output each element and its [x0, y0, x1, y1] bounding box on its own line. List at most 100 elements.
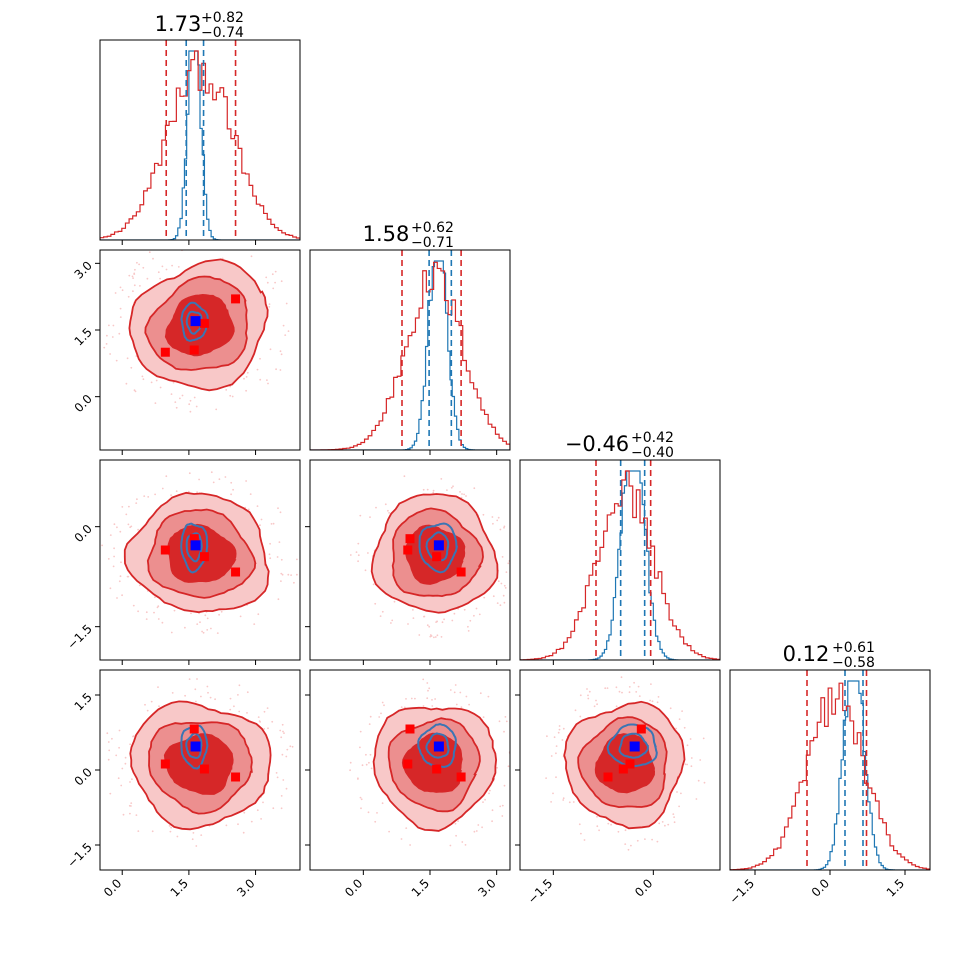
sample-dot	[675, 727, 677, 730]
x-tick-label: 0.0	[632, 876, 655, 899]
sample-dot	[580, 832, 582, 835]
sample-dot	[459, 491, 461, 493]
sample-dot	[154, 493, 157, 496]
sample-dot	[171, 264, 174, 267]
sample-dot	[284, 334, 287, 336]
sample-dot	[651, 838, 653, 841]
sample-dot	[121, 767, 124, 770]
sample-dot	[107, 558, 110, 560]
sample-dot	[497, 580, 500, 583]
sample-dot	[196, 491, 199, 494]
sample-dot	[139, 285, 141, 287]
panel-content-4-1	[106, 678, 294, 847]
sample-dot	[555, 745, 558, 747]
sample-dot	[174, 401, 177, 403]
sample-dot	[630, 844, 632, 847]
sample-dot	[658, 822, 661, 825]
red-marker-4	[231, 294, 241, 304]
sample-dot	[440, 478, 443, 480]
blue-contour-1	[417, 723, 457, 769]
sample-dot	[138, 263, 141, 266]
sample-dot	[463, 608, 466, 611]
sample-dot	[473, 830, 476, 833]
sample-dot	[206, 617, 209, 620]
sample-dot	[483, 596, 486, 599]
sample-dot	[204, 614, 207, 617]
sample-dot	[109, 587, 112, 590]
diag-panel-4	[729, 669, 931, 871]
sample-dot	[172, 381, 175, 384]
sample-dot	[596, 815, 598, 818]
sample-dot	[628, 691, 631, 694]
x-tick-label: 1.5	[884, 876, 907, 899]
sample-dot	[617, 830, 620, 833]
sample-dot	[558, 725, 561, 727]
sample-dot	[291, 745, 294, 748]
blue-contour-1	[418, 522, 458, 574]
sample-dot	[237, 823, 239, 826]
blue-marker	[190, 741, 201, 752]
sample-dot	[429, 635, 432, 638]
sample-dot	[159, 386, 162, 389]
sample-dot	[112, 565, 115, 568]
sample-dot	[170, 631, 173, 634]
sample-dot	[184, 245, 186, 247]
diag-frame-2	[309, 249, 511, 451]
sample-dot	[381, 610, 384, 613]
sample-dot	[118, 332, 121, 335]
sample-dot	[127, 295, 130, 298]
sample-dot	[357, 554, 360, 557]
sample-dot	[562, 799, 565, 801]
panel-4-3	[519, 669, 721, 871]
sample-dot	[192, 832, 195, 834]
sample-dot	[365, 763, 368, 766]
sample-dot	[280, 795, 283, 797]
sample-dot	[452, 485, 454, 488]
sample-dot	[242, 831, 245, 834]
sample-dot	[189, 410, 192, 413]
sample-dot	[262, 801, 264, 804]
sample-dot	[113, 555, 115, 558]
sample-dot	[265, 276, 268, 279]
sample-dot	[384, 503, 387, 506]
x-tick-label: 3.0	[234, 876, 257, 899]
sample-dot	[171, 692, 174, 694]
y-tick-label: −1.5	[64, 840, 95, 871]
sample-dot	[695, 798, 698, 800]
sample-dot	[388, 512, 390, 514]
sample-dot	[568, 801, 571, 804]
sample-dot	[267, 382, 269, 385]
sample-dot	[282, 730, 284, 733]
sample-dot	[169, 830, 172, 833]
red-marker-3	[432, 764, 442, 774]
panel-4-2	[309, 669, 511, 871]
sample-dot	[359, 746, 361, 749]
sample-dot	[464, 844, 467, 846]
sample-dot	[269, 348, 272, 351]
sample-dot	[184, 246, 186, 248]
sample-dot	[109, 534, 112, 536]
sample-dot	[475, 607, 478, 610]
red-marker-3	[199, 318, 209, 328]
red-marker-3	[432, 552, 442, 562]
sample-dot	[473, 487, 476, 490]
sample-dot	[126, 575, 129, 578]
sample-dot	[690, 757, 693, 759]
sample-dot	[638, 695, 641, 697]
sample-dot	[574, 709, 577, 712]
red-marker-1	[160, 347, 170, 357]
sample-dot	[124, 756, 127, 759]
sample-dot	[426, 682, 429, 684]
sample-dot	[109, 353, 111, 355]
sample-dot	[283, 732, 285, 734]
sample-dot	[129, 812, 131, 815]
sample-dot	[268, 306, 271, 308]
sample-dot	[702, 737, 705, 740]
title-value-3: −0.46	[565, 432, 629, 456]
sample-dot	[368, 761, 370, 764]
sample-dot	[579, 715, 582, 718]
sample-dot	[349, 761, 352, 764]
sample-dot	[516, 564, 518, 566]
sample-dot	[152, 257, 154, 260]
sample-dot	[463, 493, 465, 496]
